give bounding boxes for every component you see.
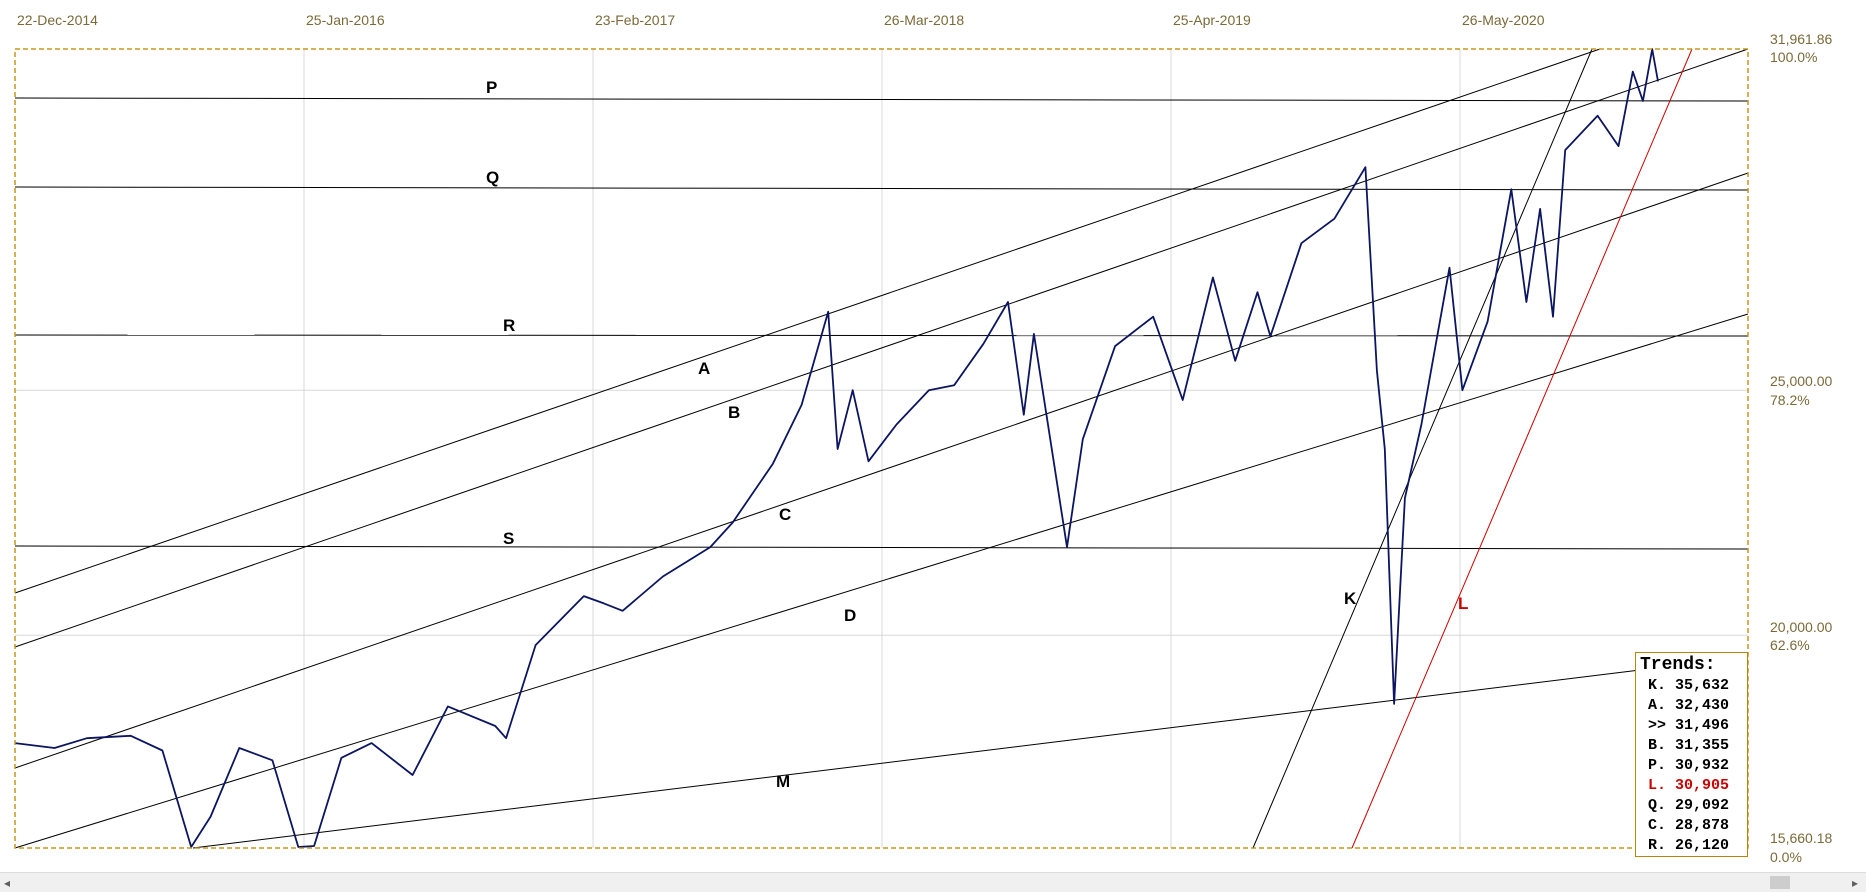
legend-row-b: B. 31,355 bbox=[1648, 737, 1730, 754]
y-axis-labels: 31,961.86 100.0% 25,000.00 78.2% 20,000.00 62… bbox=[1770, 31, 1832, 865]
trend-line-r bbox=[14, 334, 1749, 337]
trend-line-a bbox=[14, 48, 1601, 594]
x-tick-label-5: 26-May-2020 bbox=[1462, 12, 1545, 28]
trend-line-m bbox=[192, 669, 1641, 849]
y-value-label-3: 15,660.18 bbox=[1770, 830, 1832, 846]
trend-line-s bbox=[14, 545, 1749, 550]
trend-label-b: B bbox=[728, 403, 740, 422]
legend-title: Trends: bbox=[1640, 655, 1716, 675]
trend-line-d bbox=[14, 313, 1749, 849]
y-value-label-0: 31,961.86 bbox=[1770, 31, 1832, 47]
y-pct-label-1: 78.2% bbox=[1770, 392, 1810, 408]
trend-label-p: P bbox=[486, 78, 497, 97]
grid bbox=[15, 49, 1748, 848]
legend-row-k: K. 35,632 bbox=[1648, 677, 1730, 694]
legend-row-p: P. 30,932 bbox=[1648, 757, 1730, 774]
scroll-right-icon[interactable]: ▸ bbox=[1852, 876, 1859, 890]
x-tick-label-3: 26-Mar-2018 bbox=[884, 12, 964, 28]
plot-frame bbox=[14, 48, 1749, 849]
legend-row-l: L. 30,905 bbox=[1648, 777, 1730, 794]
trend-label-c: C bbox=[779, 505, 791, 524]
trend-line-l bbox=[1351, 48, 1693, 849]
x-axis-labels: 22-Dec-2014 25-Jan-2016 23-Feb-2017 26-Mar-… bbox=[17, 12, 1545, 28]
trend-label-l: L bbox=[1458, 594, 1468, 613]
scroll-left-icon[interactable]: ◂ bbox=[4, 876, 11, 890]
trend-label-q: Q bbox=[486, 168, 499, 187]
horizontal-scrollbar[interactable]: ◂ ▸ bbox=[0, 872, 1866, 892]
trend-line-labels: P Q R S A B C D M K L bbox=[486, 78, 1468, 791]
legend-row-current: >> 31,496 bbox=[1648, 717, 1730, 734]
legend-row-q: Q. 29,092 bbox=[1648, 797, 1730, 814]
trend-label-a: A bbox=[698, 359, 710, 378]
legend-row-a: A. 32,430 bbox=[1648, 697, 1730, 714]
legend-row-c: C. 28,878 bbox=[1648, 817, 1730, 834]
x-tick-label-0: 22-Dec-2014 bbox=[17, 12, 98, 28]
y-value-label-1: 25,000.00 bbox=[1770, 373, 1832, 389]
trend-label-r: R bbox=[503, 316, 515, 335]
trends-legend: Trends: K. 35,632 A. 32,430 >> 31,496 B.… bbox=[1635, 652, 1748, 857]
trend-label-s: S bbox=[503, 529, 514, 548]
chart: 22-Dec-2014 25-Jan-2016 23-Feb-2017 26-Mar-… bbox=[14, 12, 1832, 865]
x-tick-label-1: 25-Jan-2016 bbox=[306, 12, 385, 28]
trend-label-k: K bbox=[1344, 589, 1357, 608]
price-series-line-0 bbox=[14, 48, 1659, 848]
series bbox=[14, 48, 1659, 848]
trend-lines bbox=[14, 48, 1749, 849]
scroll-thumb[interactable] bbox=[1770, 876, 1790, 889]
legend-row-r: R. 26,120 bbox=[1648, 837, 1730, 854]
trend-line-c bbox=[14, 172, 1749, 769]
x-tick-label-2: 23-Feb-2017 bbox=[595, 12, 675, 28]
trend-label-m: M bbox=[776, 772, 790, 791]
trend-line-p bbox=[14, 97, 1749, 102]
y-pct-label-3: 0.0% bbox=[1770, 849, 1802, 865]
x-tick-label-4: 25-Apr-2019 bbox=[1173, 12, 1251, 28]
trend-label-d: D bbox=[844, 606, 856, 625]
trend-line-b bbox=[14, 48, 1749, 648]
y-value-label-2: 20,000.00 bbox=[1770, 619, 1832, 635]
y-pct-label-2: 62.6% bbox=[1770, 637, 1810, 653]
y-pct-label-0: 100.0% bbox=[1770, 49, 1817, 65]
trend-line-k bbox=[1252, 48, 1593, 849]
trend-line-q bbox=[14, 186, 1749, 191]
